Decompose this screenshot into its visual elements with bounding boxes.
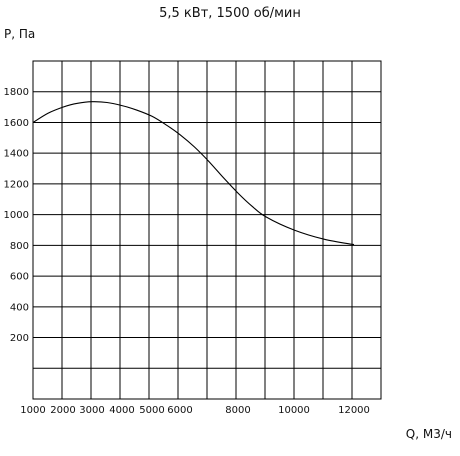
y-tick-label: 1000 <box>4 210 29 221</box>
x-axis-label: Q, М3/ч <box>405 427 452 441</box>
x-tick-label: 5000 <box>139 405 164 416</box>
y-tick-label: 400 <box>10 302 29 313</box>
y-tick-label: 1400 <box>4 149 29 160</box>
y-tick-label: 1800 <box>4 87 29 98</box>
x-tick-label: 3000 <box>79 405 104 416</box>
y-ticks: 200 400 600 800 1000 1200 1400 1600 1800 <box>4 87 29 344</box>
x-tick-label: 6000 <box>167 405 192 416</box>
x-tick-label: 10000 <box>278 405 310 416</box>
x-tick-label: 12000 <box>338 405 370 416</box>
x-tick-label: 8000 <box>225 405 250 416</box>
curve-layer <box>32 101 355 246</box>
x-tick-label: 4000 <box>109 405 134 416</box>
chart-title: 5,5 кВт, 1500 об/мин <box>159 6 301 21</box>
y-tick-label: 200 <box>10 333 29 344</box>
y-axis-label: P, Па <box>4 27 36 41</box>
x-tick-label: 2000 <box>50 405 75 416</box>
pressure-curve <box>32 101 355 246</box>
y-tick-label: 1200 <box>4 179 29 190</box>
y-tick-label: 600 <box>10 272 29 283</box>
x-ticks: 1000 2000 3000 4000 5000 6000 8000 10000 12000 <box>20 405 370 416</box>
y-tick-label: 800 <box>10 241 29 252</box>
x-tick-label: 1000 <box>20 405 45 416</box>
y-tick-label: 1600 <box>4 118 29 129</box>
grid <box>32 60 382 400</box>
